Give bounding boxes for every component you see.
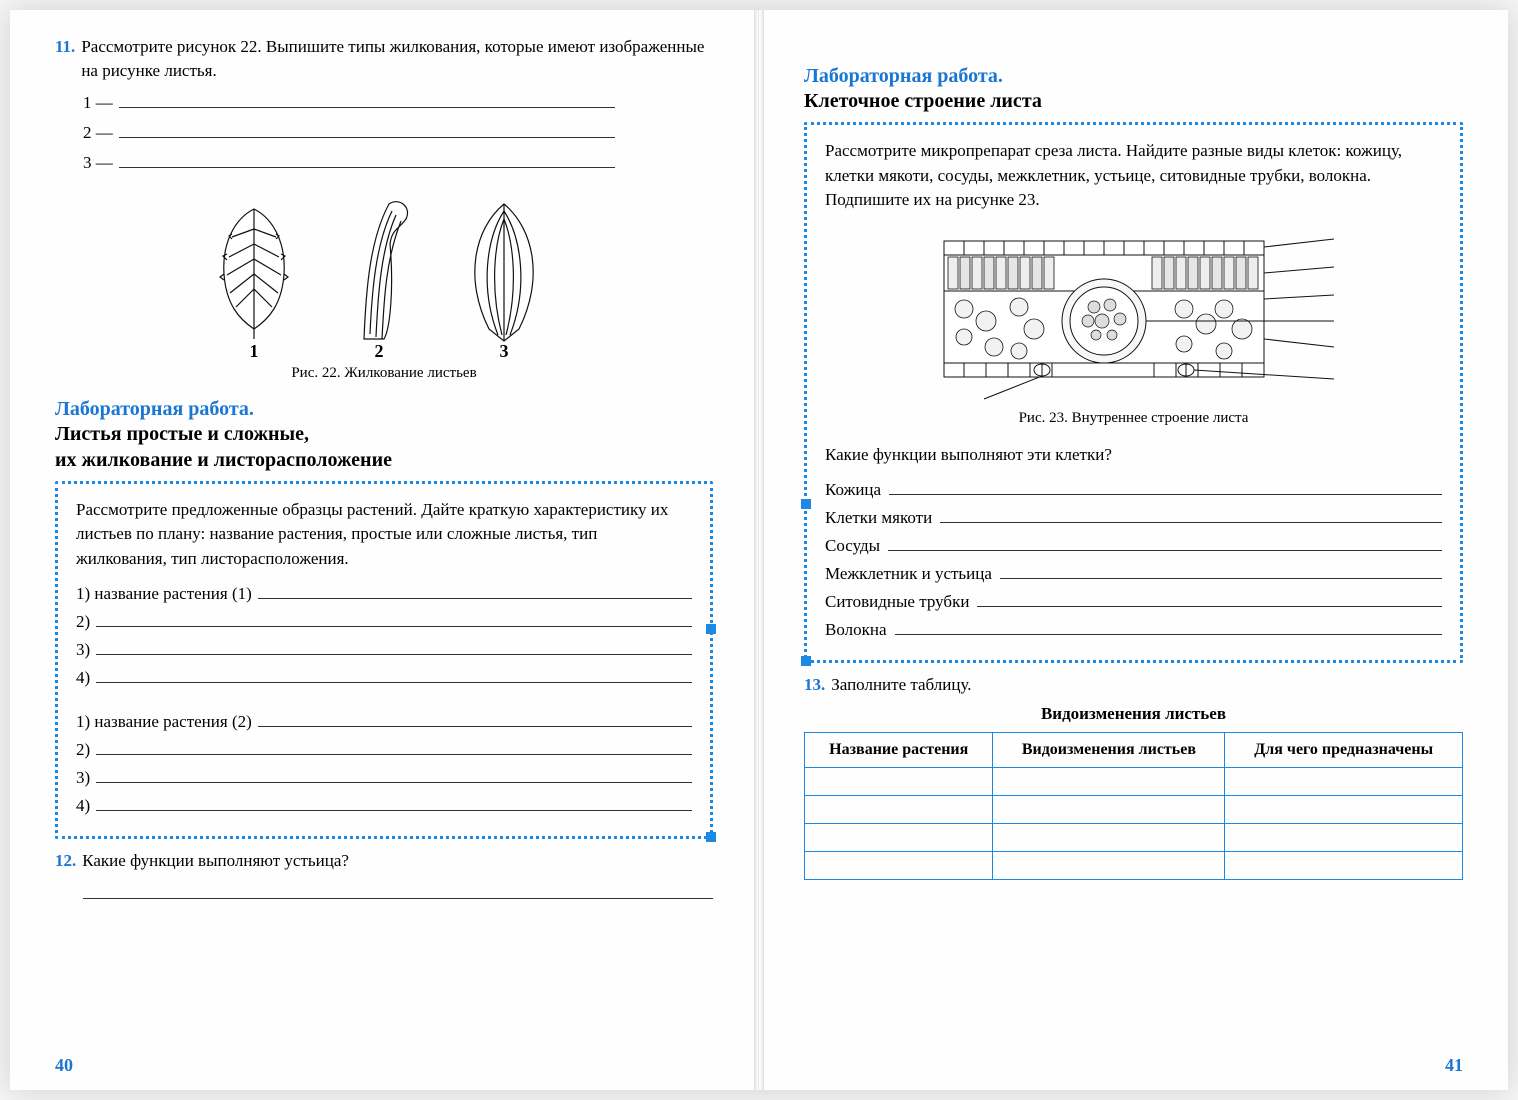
task-text: Рассмотрите рисунок 22. Выпишите типы жи… [81, 35, 713, 83]
leaf-label: 1 [250, 341, 259, 359]
table-row[interactable] [805, 796, 1463, 824]
table-row[interactable] [805, 824, 1463, 852]
lab-box: Рассмотрите предложенные образцы растени… [55, 481, 713, 839]
figure-22: 1 2 3 Рис. 22. Жилкование листьев [55, 189, 713, 382]
task-text: Заполните таблицу. [831, 673, 971, 697]
page-right: Лабораторная работа. Клеточное строение … [759, 10, 1508, 1090]
page-number: 40 [55, 1055, 73, 1076]
leaf-cross-section-icon [924, 229, 1344, 404]
task-number: 12. [55, 849, 76, 873]
leaf-label: 2 [375, 341, 384, 359]
lab-subtitle: Клеточное строение листа [804, 88, 1463, 114]
table-row[interactable] [805, 768, 1463, 796]
lab-question: Какие функции выполняют эти клетки? [825, 443, 1442, 468]
book-spread: 11. Рассмотрите рисунок 22. Выпишите тип… [10, 10, 1508, 1090]
task-text: Какие функции выполняют устьица? [82, 849, 349, 873]
table-row[interactable] [805, 852, 1463, 880]
plant-line[interactable]: 3) [76, 638, 692, 660]
plant-line[interactable]: 2) [76, 610, 692, 632]
lab-title: Лабораторная работа. [55, 398, 713, 421]
field-line[interactable]: Ситовидные трубки [825, 590, 1442, 612]
blank-line[interactable]: 3 — [83, 151, 615, 173]
plant-line[interactable]: 2) [76, 738, 692, 760]
plant-line[interactable]: 4) [76, 666, 692, 688]
table-title: Видоизменения листьев [804, 704, 1463, 724]
task-12-blank[interactable] [83, 882, 713, 899]
table-body [805, 768, 1463, 880]
plant-name-1[interactable]: 1) название растения (1) [76, 582, 692, 604]
lab-intro: Рассмотрите микропрепарат среза листа. Н… [825, 139, 1442, 213]
col-header: Для чего предназначены [1225, 733, 1463, 768]
figure-caption: Рис. 22. Жилкование листьев [55, 365, 713, 382]
task-13: 13. Заполните таблицу. [804, 673, 1463, 697]
table-header-row: Название растения Видоизменения листьев … [805, 733, 1463, 768]
page-left: 11. Рассмотрите рисунок 22. Выпишите тип… [10, 10, 759, 1090]
lab-intro: Рассмотрите предложенные образцы растени… [76, 498, 692, 572]
blank-line[interactable]: 1 — [83, 91, 615, 113]
leaf-modifications-table: Название растения Видоизменения листьев … [804, 732, 1463, 880]
field-line[interactable]: Клетки мякоти [825, 506, 1442, 528]
leaf-label: 3 [500, 341, 509, 359]
task-number: 13. [804, 673, 825, 697]
col-header: Название растения [805, 733, 993, 768]
lab-subtitle: Листья простые и сложные, их жилкование … [55, 421, 713, 473]
blank-line[interactable]: 2 — [83, 121, 615, 143]
task-12: 12. Какие функции выполняют устьица? [55, 849, 713, 873]
leaves-illustration-icon: 1 2 3 [194, 189, 574, 359]
field-line[interactable]: Сосуды [825, 534, 1442, 556]
plant-name-2[interactable]: 1) название растения (2) [76, 710, 692, 732]
figure-caption: Рис. 23. Внутреннее строение листа [825, 410, 1442, 427]
field-line[interactable]: Волокна [825, 618, 1442, 640]
lab-box-2: Рассмотрите микропрепарат среза листа. Н… [804, 122, 1463, 663]
figure-23: Рис. 23. Внутреннее строение листа [825, 229, 1442, 427]
field-line[interactable]: Межклетник и устьица [825, 562, 1442, 584]
task-11-blanks: 1 — 2 — 3 — [55, 91, 615, 173]
page-number: 41 [1445, 1055, 1463, 1076]
field-line[interactable]: Кожица [825, 478, 1442, 500]
task-11: 11. Рассмотрите рисунок 22. Выпишите тип… [55, 35, 713, 83]
lab-title: Лабораторная работа. [804, 65, 1463, 88]
col-header: Видоизменения листьев [993, 733, 1225, 768]
task-number: 11. [55, 35, 75, 83]
plant-line[interactable]: 4) [76, 794, 692, 816]
plant-line[interactable]: 3) [76, 766, 692, 788]
